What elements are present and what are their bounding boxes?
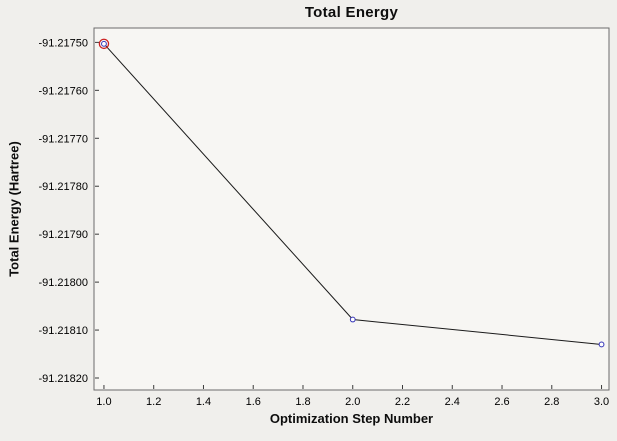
- y-tick-label: -91.21790: [38, 229, 88, 241]
- y-tick-label: -91.21770: [38, 133, 88, 145]
- x-tick-label: 3.0: [594, 396, 609, 408]
- x-tick-label: 1.8: [295, 396, 310, 408]
- x-tick-label: 1.4: [196, 396, 211, 408]
- chart-title: Total Energy: [304, 4, 399, 21]
- x-tick-label: 2.2: [395, 396, 410, 408]
- y-tick-label: -91.21800: [38, 277, 88, 289]
- plot-frame: [93, 27, 610, 391]
- y-tick-label: -91.21760: [38, 85, 88, 97]
- data-point[interactable]: [349, 316, 356, 323]
- x-axis-label: Optimization Step Number: [269, 411, 434, 426]
- x-tick-label: 2.8: [544, 396, 559, 408]
- data-point[interactable]: [598, 341, 605, 348]
- data-point[interactable]: [101, 40, 107, 47]
- x-tick-label: 2.0: [345, 396, 360, 408]
- x-tick-label: 1.2: [146, 396, 161, 408]
- x-tick-label: 1.6: [246, 396, 261, 408]
- y-tick-label: -91.21810: [38, 325, 88, 337]
- selected-point-ring[interactable]: [98, 38, 110, 50]
- y-tick-label: -91.21750: [38, 37, 88, 49]
- x-tick-label: 2.6: [494, 396, 509, 408]
- x-tick-label: 2.4: [445, 396, 460, 408]
- x-tick-label: 1.0: [96, 396, 111, 408]
- y-tick-label: -91.21820: [38, 373, 88, 385]
- y-tick-label: -91.21780: [38, 181, 88, 193]
